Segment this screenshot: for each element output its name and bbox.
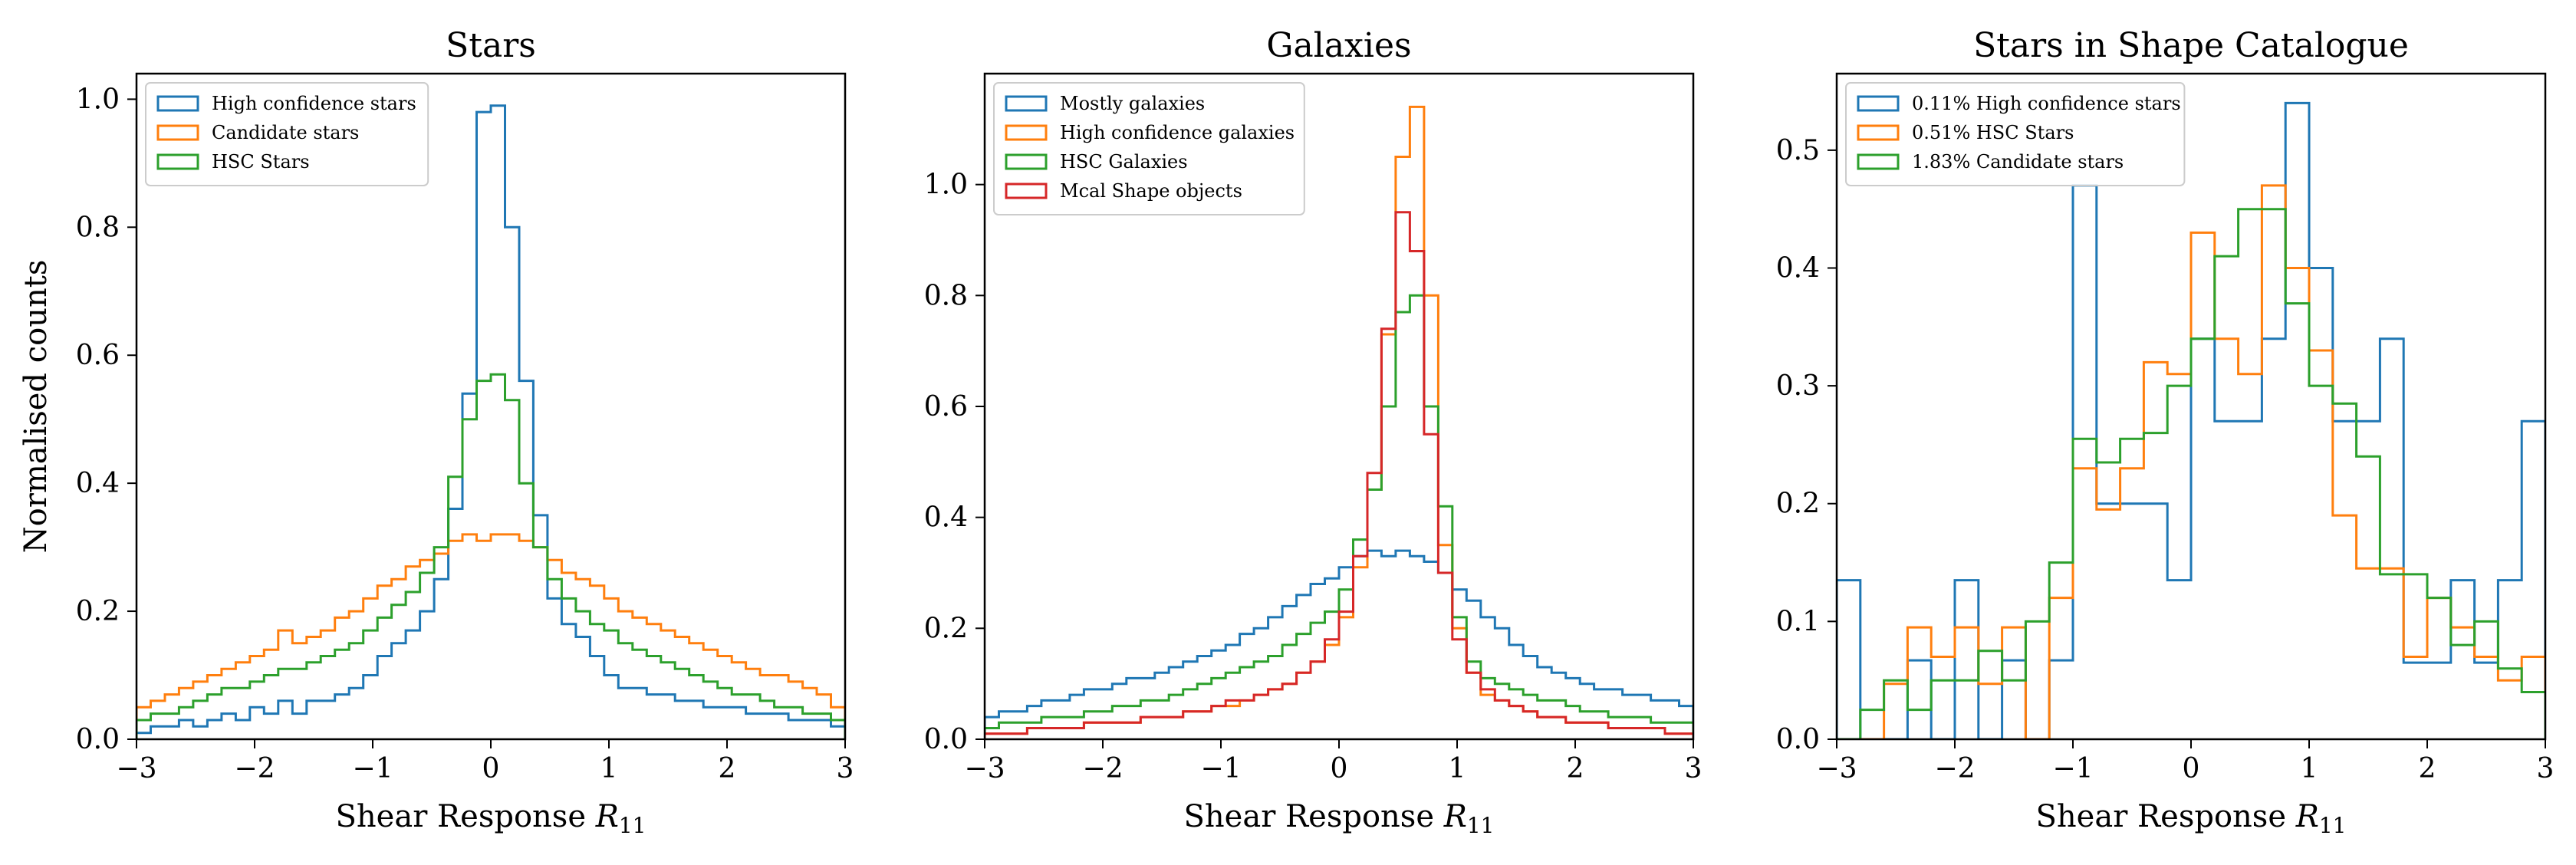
x-tick-label: −3 bbox=[116, 753, 156, 784]
x-tick-label: −1 bbox=[1200, 753, 1241, 784]
y-tick-label: 0.0 bbox=[76, 724, 120, 755]
x-axis-label: Shear Response R11 bbox=[1184, 799, 1495, 838]
x-tick-label: −2 bbox=[1082, 753, 1123, 784]
y-tick-label: 0.2 bbox=[924, 613, 968, 644]
legend: 0.11% High confidence stars 0.51% HSC Sta… bbox=[1845, 82, 2186, 186]
legend-entry: HSC Galaxies bbox=[1060, 151, 1188, 173]
legend-entry: 0.51% HSC Stars bbox=[1912, 122, 2074, 143]
legend-entry: High confidence galaxies bbox=[1060, 122, 1295, 143]
x-axis-label-math: R bbox=[1443, 799, 1467, 834]
y-tick-label: 0.4 bbox=[76, 468, 120, 499]
y-tick-label: 0.3 bbox=[1776, 370, 1820, 402]
series-group bbox=[985, 105, 1693, 739]
legend-frame bbox=[145, 82, 429, 186]
x-tick-label: 3 bbox=[1685, 753, 1703, 784]
y-tick-label: 0.6 bbox=[924, 391, 968, 423]
panel-title: Galaxies bbox=[1266, 26, 1411, 65]
x-axis-label-math: R bbox=[595, 799, 619, 834]
histogram-series-1 bbox=[1837, 101, 2545, 739]
y-tick-label: 0.2 bbox=[1776, 488, 1820, 520]
panel-stars-shape-catalogue: Stars in Shape Catalogue −3 −2 −1 0 1 2 3 0.0 0.… bbox=[1776, 26, 2555, 838]
x-tick-label: 1 bbox=[2301, 753, 2318, 784]
x-axis-label-math: R bbox=[2295, 799, 2319, 834]
legend-swatch bbox=[1005, 183, 1048, 199]
panel-title: Stars in Shape Catalogue bbox=[1973, 26, 2409, 65]
x-tick-label: 3 bbox=[2537, 753, 2555, 784]
histogram-series-4 bbox=[985, 211, 1693, 739]
x-tick-label: 1 bbox=[600, 753, 618, 784]
x-tick-label: 3 bbox=[837, 753, 854, 784]
y-tick-label: 1.0 bbox=[924, 169, 968, 201]
legend-swatch bbox=[156, 153, 199, 170]
legend-entry: HSC Stars bbox=[212, 151, 310, 173]
legend-swatch bbox=[1857, 153, 1900, 170]
y-tick-label: 1.0 bbox=[76, 84, 120, 115]
x-axis-label-sub: 11 bbox=[619, 813, 646, 838]
legend-swatch bbox=[156, 124, 199, 141]
y-tick-label: 0.8 bbox=[924, 280, 968, 311]
legend-swatch bbox=[156, 95, 199, 112]
x-tick-label: 1 bbox=[1449, 753, 1466, 784]
x-tick-label: −2 bbox=[1934, 753, 1975, 784]
legend-entry: Mostly galaxies bbox=[1060, 93, 1205, 114]
y-tick-label: 0.2 bbox=[76, 596, 120, 627]
x-tick-label: 2 bbox=[2419, 753, 2436, 784]
legend-entry: 0.11% High confidence stars bbox=[1912, 93, 2181, 114]
x-axis-label-sub: 11 bbox=[1467, 813, 1495, 838]
x-tick-label: −1 bbox=[2052, 753, 2093, 784]
x-tick-label: −2 bbox=[234, 753, 275, 784]
legend-swatch bbox=[1857, 95, 1900, 112]
y-tick-label: 0.8 bbox=[76, 212, 120, 243]
plot-area: −3 −2 −1 0 1 2 3 0.0 0.2 0.4 0.6 0.8 1.0 Mostly galax… bbox=[924, 72, 1703, 784]
y-tick-label: 0.4 bbox=[924, 502, 968, 534]
histogram-series-1 bbox=[985, 549, 1693, 739]
histogram-series-3 bbox=[137, 373, 845, 739]
histogram-series-2 bbox=[137, 533, 845, 739]
legend-swatch bbox=[1857, 124, 1900, 141]
histogram-series-3 bbox=[1837, 208, 2545, 739]
x-tick-label: 2 bbox=[1567, 753, 1584, 784]
legend: Mostly galaxies High confidence galaxies H… bbox=[993, 82, 1305, 215]
y-tick-label: 0.6 bbox=[76, 340, 120, 371]
panel-stars: Stars −3 −2 −1 0 1 2 3 0.0 0.2 0.4 0.6 0.8 1.0 High c… bbox=[18, 26, 854, 838]
legend: High confidence stars Candidate stars HSC … bbox=[145, 82, 429, 186]
histogram-series-1 bbox=[137, 104, 845, 739]
legend-entry: High confidence stars bbox=[212, 93, 416, 114]
x-tick-label: 2 bbox=[719, 753, 736, 784]
legend-swatch bbox=[1005, 153, 1048, 170]
x-axis-label-sub: 11 bbox=[2319, 813, 2347, 838]
x-axis-label: Shear Response R11 bbox=[2036, 799, 2347, 838]
legend-entry: Mcal Shape objects bbox=[1060, 180, 1242, 202]
x-tick-label: 0 bbox=[482, 753, 500, 784]
legend-swatch bbox=[1005, 124, 1048, 141]
y-tick-label: 0.1 bbox=[1776, 606, 1820, 637]
legend-swatch bbox=[1005, 95, 1048, 112]
y-tick-label: 0.5 bbox=[1776, 135, 1820, 166]
series-group bbox=[1837, 101, 2545, 739]
x-tick-label: −1 bbox=[352, 753, 393, 784]
legend-frame bbox=[993, 82, 1305, 215]
y-tick-label: 0.0 bbox=[1776, 724, 1820, 755]
plot-area: −3 −2 −1 0 1 2 3 0.0 0.1 0.2 0.3 0.4 0.5 0.11% High c… bbox=[1776, 72, 2555, 784]
x-tick-label: −3 bbox=[1816, 753, 1857, 784]
legend-frame bbox=[1845, 82, 2186, 186]
y-tick-label: 0.4 bbox=[1776, 252, 1820, 284]
histogram-series-3 bbox=[985, 294, 1693, 739]
legend-entry: 1.83% Candidate stars bbox=[1912, 151, 2124, 173]
x-tick-label: 0 bbox=[2183, 753, 2200, 784]
x-axis-label: Shear Response R11 bbox=[336, 799, 646, 838]
y-axis-label: Normalised counts bbox=[18, 260, 54, 554]
x-tick-label: −3 bbox=[964, 753, 1005, 784]
y-tick-label: 0.0 bbox=[924, 724, 968, 755]
panel-galaxies: Galaxies −3 −2 −1 0 1 2 3 0.0 0.2 0.4 0.6 0.8 1.0 Mos… bbox=[924, 26, 1703, 838]
plot-area: −3 −2 −1 0 1 2 3 0.0 0.2 0.4 0.6 0.8 1.0 High confide… bbox=[76, 72, 854, 784]
x-tick-label: 0 bbox=[1331, 753, 1348, 784]
legend-entry: Candidate stars bbox=[212, 122, 359, 143]
series-group bbox=[137, 104, 845, 739]
panel-title: Stars bbox=[446, 26, 536, 65]
